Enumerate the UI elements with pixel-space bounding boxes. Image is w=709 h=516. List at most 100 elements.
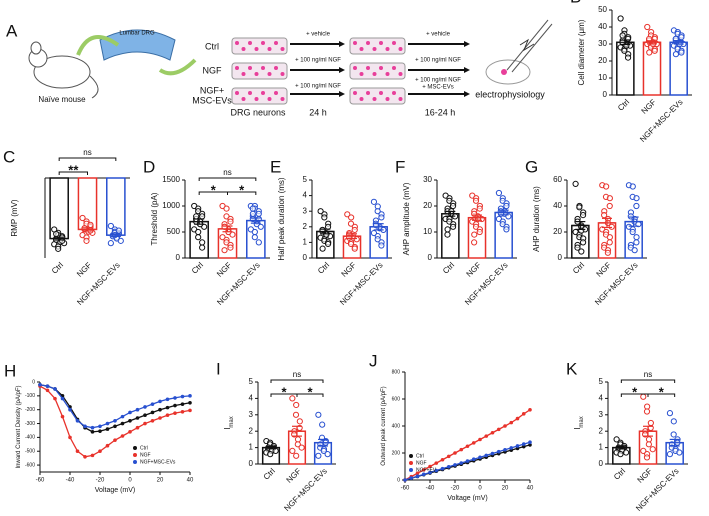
- data-point: [484, 434, 489, 438]
- y-axis-label: AHP duration (ms): [532, 186, 541, 252]
- legend-marker: [409, 454, 413, 458]
- neuron: [372, 72, 377, 76]
- neuron: [241, 97, 246, 101]
- data-point: [446, 464, 451, 469]
- data-point: [150, 418, 155, 423]
- data-point: [255, 239, 262, 246]
- data-point: [644, 403, 651, 410]
- x-tick-label: -40: [66, 478, 75, 484]
- y-tick-label: 30: [423, 175, 432, 184]
- y-tick-label: 500: [167, 227, 181, 236]
- neuron: [261, 41, 265, 45]
- neuron: [254, 47, 259, 51]
- significance-label: *: [211, 182, 217, 197]
- data-point: [165, 397, 170, 402]
- ephys-label: electrophysiology: [475, 89, 545, 99]
- data-point: [676, 449, 683, 456]
- x-tick-label: Ctrl: [262, 466, 277, 481]
- y-tick-label: 10: [423, 227, 432, 236]
- neuron: [274, 91, 278, 95]
- data-point: [619, 32, 626, 39]
- data-point: [640, 393, 647, 400]
- data-point: [227, 244, 234, 251]
- neuron: [274, 41, 278, 45]
- y-tick-label: 600: [392, 396, 401, 402]
- y-tick-label: 1000: [162, 201, 180, 210]
- significance-bracket: [647, 393, 676, 397]
- y-tick-label: 20: [598, 56, 607, 65]
- neuron: [359, 47, 364, 51]
- data-point: [324, 451, 331, 458]
- data-point: [606, 195, 613, 202]
- significance-label: **: [68, 162, 79, 177]
- data-point: [459, 447, 464, 452]
- data-point: [193, 213, 200, 220]
- data-point: [578, 248, 585, 255]
- data-point: [251, 234, 258, 241]
- significance-bracket: [198, 177, 257, 181]
- x-tick-label: -20: [96, 478, 105, 484]
- data-point: [188, 408, 192, 413]
- data-point: [515, 416, 520, 421]
- data-point: [678, 49, 685, 56]
- data-point: [135, 425, 140, 430]
- data-point: [150, 402, 155, 406]
- y-tick-label: 0: [599, 459, 604, 468]
- neuron: [398, 47, 403, 51]
- arrow: [158, 58, 197, 76]
- data-point: [449, 223, 457, 230]
- data-point: [165, 413, 170, 418]
- data-point: [120, 421, 125, 426]
- neuron: [280, 72, 285, 76]
- y-tick-label: -300: [25, 421, 35, 427]
- neuron: [353, 91, 357, 95]
- significance-bracket: [58, 171, 88, 175]
- y-axis-label-text: AHP duration (ms): [532, 186, 541, 252]
- y-tick-label: 4: [599, 394, 604, 403]
- neuron: [280, 97, 285, 101]
- data-point: [521, 442, 526, 446]
- data-point: [670, 418, 677, 425]
- drg-image: [99, 29, 176, 61]
- legend-marker: [133, 446, 137, 450]
- y-tick-label: 0: [603, 90, 608, 99]
- y-tick-label: 1500: [162, 175, 180, 184]
- neuron: [235, 66, 239, 70]
- neuron: [248, 91, 252, 95]
- arrow-head: [339, 67, 345, 73]
- data-point: [496, 427, 501, 432]
- data-point: [135, 416, 140, 420]
- y-tick-label: 2: [599, 426, 604, 435]
- neuron: [267, 97, 272, 101]
- legend-marker: [409, 468, 413, 472]
- data-point: [128, 430, 132, 434]
- data-point: [503, 447, 507, 452]
- neuron: [241, 47, 246, 51]
- data-point: [267, 451, 274, 458]
- data-point: [293, 452, 300, 459]
- data-point: [165, 405, 170, 410]
- data-point: [421, 468, 426, 472]
- data-point: [158, 399, 162, 404]
- y-tick-label: 200: [392, 450, 401, 456]
- y-axis-label-text: RMP (mV): [10, 199, 19, 237]
- x-tick-label: NGF: [285, 466, 303, 484]
- data-point: [428, 464, 432, 469]
- data-point: [53, 230, 60, 238]
- y-axis-label-text: Cell diameter (μm): [577, 19, 586, 85]
- x-tick-label: Ctrl: [441, 260, 456, 275]
- x-tick-label: NGF: [215, 260, 233, 278]
- data-point: [624, 54, 632, 61]
- data-point: [640, 447, 647, 454]
- data-point: [471, 231, 478, 238]
- data-point: [83, 454, 87, 459]
- data-point: [646, 49, 653, 56]
- significance-label: *: [659, 384, 665, 399]
- data-point: [621, 47, 628, 54]
- treatment: + vehicle: [426, 32, 451, 38]
- significance-label: ns: [293, 370, 301, 379]
- neuron: [398, 97, 403, 101]
- dish: [231, 37, 288, 55]
- y-tick-label: 0: [428, 253, 433, 262]
- data-point: [495, 189, 503, 197]
